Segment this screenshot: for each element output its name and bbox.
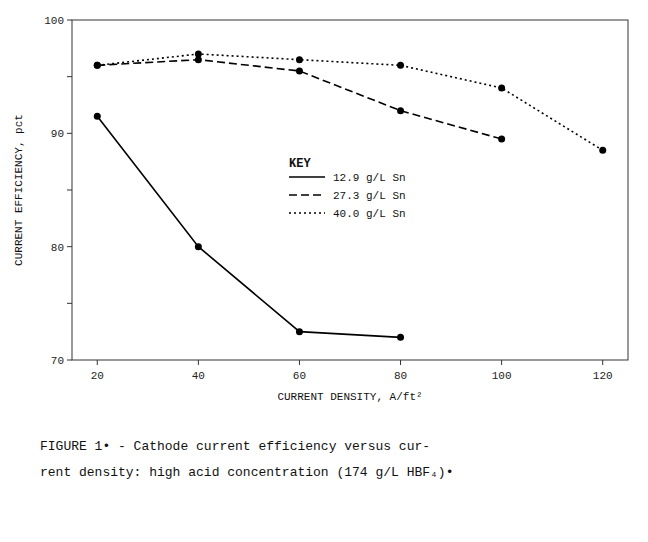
point <box>296 56 303 63</box>
legend-title: KEY <box>289 157 311 171</box>
point <box>599 147 606 154</box>
x-tick <box>299 360 300 365</box>
legend-swatch <box>289 176 325 178</box>
y-tick-label: 100 <box>44 15 64 27</box>
y-tick <box>67 246 72 247</box>
y-tick <box>67 360 72 361</box>
x-tick <box>501 360 502 365</box>
point <box>195 51 202 58</box>
series-line <box>97 54 602 150</box>
point <box>94 113 101 120</box>
legend-swatch <box>289 194 325 196</box>
legend: KEY 12.9 g/L Sn 27.3 g/L Sn 40.0 g/L Sn <box>289 157 406 220</box>
legend-label: 27.3 g/L Sn <box>333 190 406 202</box>
x-tick <box>400 360 401 365</box>
point <box>397 107 404 114</box>
x-tick-label: 120 <box>593 370 613 382</box>
x-tick <box>97 360 98 365</box>
y-tick <box>67 133 72 134</box>
y-tick <box>67 20 72 21</box>
x-tick-label: 60 <box>293 370 306 382</box>
series-line <box>97 60 501 139</box>
point <box>397 334 404 341</box>
x-tick <box>602 360 603 365</box>
caption: FIGURE 1• - Cathode current efficiency v… <box>40 439 430 454</box>
point <box>296 328 303 335</box>
x-tick-label: 20 <box>91 370 104 382</box>
x-tick-label: 40 <box>192 370 205 382</box>
x-axis-label: CURRENT DENSITY, A/ft² <box>277 391 422 403</box>
caption: rent density: high acid concentration (1… <box>40 465 453 480</box>
chart: 20 40 60 80 100 120 70 80 90 100 CURRENT DENSITY, … <box>0 0 648 542</box>
x-tick-label: 80 <box>394 370 407 382</box>
y-tick-label: 80 <box>51 242 64 254</box>
plot-frame <box>72 20 628 360</box>
y-tick <box>67 76 72 77</box>
y-tick-label: 90 <box>51 128 64 140</box>
series-line <box>97 116 400 337</box>
point <box>94 62 101 69</box>
plot-area <box>94 51 606 341</box>
point <box>498 85 505 92</box>
point <box>94 62 101 69</box>
point <box>195 243 202 250</box>
point <box>397 62 404 69</box>
y-tick <box>67 303 72 304</box>
point <box>498 136 505 143</box>
y-tick <box>67 190 72 191</box>
legend-label: 12.9 g/L Sn <box>333 172 406 184</box>
point <box>296 68 303 75</box>
y-axis-label: CURRENT EFFICIENCY, pct <box>13 114 25 266</box>
x-tick <box>198 360 199 365</box>
x-tick-label: 100 <box>492 370 512 382</box>
y-tick-label: 70 <box>51 355 64 367</box>
legend-swatch <box>289 212 325 214</box>
legend-label: 40.0 g/L Sn <box>333 208 406 220</box>
